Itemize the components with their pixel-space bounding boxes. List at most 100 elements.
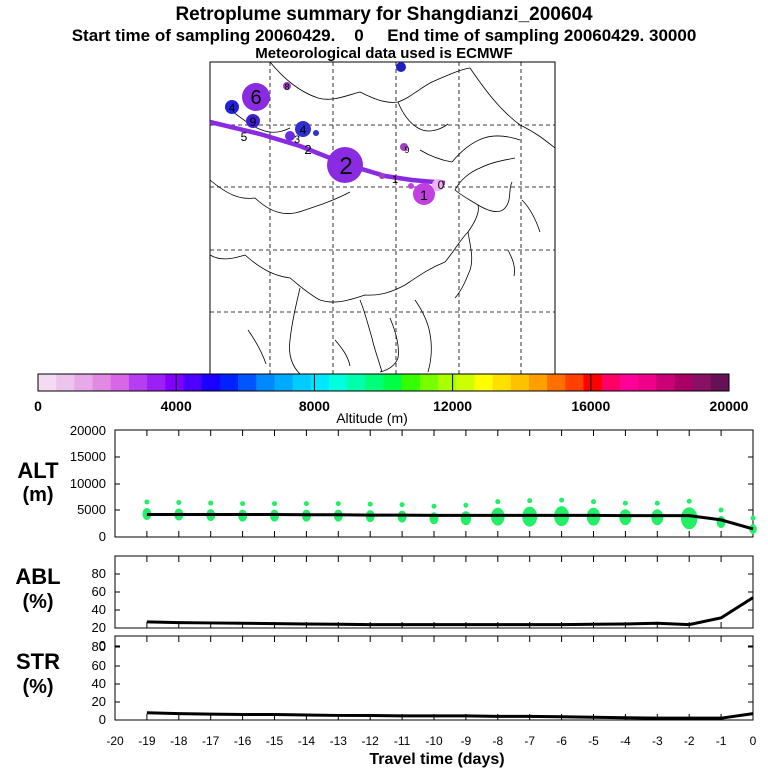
x-tick-label: -12 xyxy=(362,734,380,748)
alt-spread-blob xyxy=(335,501,341,507)
alt-spread-blob xyxy=(680,507,698,530)
x-tick-label: -4 xyxy=(620,734,631,748)
panel-frame xyxy=(114,555,754,629)
colorbar-swatch xyxy=(674,374,694,391)
plume-cluster xyxy=(400,143,408,151)
plume-cluster xyxy=(408,183,414,189)
colorbar-swatch xyxy=(147,374,166,391)
colorbar-swatch xyxy=(601,374,621,391)
str-y-ticks: 80 60 40 20 0 xyxy=(92,639,106,727)
alt-spread-blob xyxy=(622,500,628,506)
colorbar-swatch xyxy=(256,374,275,391)
abl-line xyxy=(146,596,754,627)
alt-y-ticks: 20000 15000 10000 5000 0 xyxy=(70,423,106,544)
alt-line xyxy=(146,513,754,531)
alt-spread-blob xyxy=(654,500,660,506)
x-tick-label: -15 xyxy=(266,734,284,748)
alt-spread-blob xyxy=(431,503,437,509)
alt-spread-blob xyxy=(144,499,150,505)
str-y-tick-label: 80 xyxy=(92,639,106,654)
alt-spread-blob xyxy=(303,501,309,507)
colorbar-swatch xyxy=(310,374,330,391)
abl-y-tick-label: 60 xyxy=(92,584,106,599)
plume-cluster-label: 8 xyxy=(284,82,289,92)
x-tick-label: -17 xyxy=(202,734,220,748)
alt-spread-blob xyxy=(619,509,632,526)
str-y-tick-label: 40 xyxy=(92,676,106,691)
colorbar-swatch xyxy=(492,374,512,391)
plume-cluster xyxy=(283,82,291,90)
x-tick-label: -18 xyxy=(170,734,188,748)
plume-cluster xyxy=(396,62,406,72)
colorbar-tick-label: 0 xyxy=(34,398,42,414)
colorbar-swatch xyxy=(56,374,75,391)
colorbar-swatch xyxy=(128,374,148,391)
alt-spread-blob xyxy=(272,501,277,507)
alt-spread-blob xyxy=(399,502,405,508)
colorbar-swatch xyxy=(565,374,585,391)
colorbar-swatch xyxy=(547,374,566,391)
str-panel-unit: (%) xyxy=(22,676,53,698)
str-panel-title: STR xyxy=(16,649,60,674)
plume-cluster-label: 5 xyxy=(241,130,248,144)
plume-cluster xyxy=(432,179,444,191)
colorbar-swatch xyxy=(183,374,203,391)
plume-cluster xyxy=(285,131,295,141)
time-series-panels: -20 -19 -18 -17 -16 -15 -14 -13 -12 -11 -10 -9 -8 -7-… xyxy=(106,429,757,748)
alt-spread-blob xyxy=(527,498,533,504)
colorbar-tick-label: 8000 xyxy=(299,398,330,414)
panel-frame xyxy=(114,635,754,721)
chart-title: Retroplume summary for Shangdianzi_20060… xyxy=(175,4,593,25)
plume-cluster xyxy=(413,183,435,205)
alt-spread-blob xyxy=(240,501,246,507)
colorbar-tick-label: 16000 xyxy=(571,398,610,414)
plume-cluster-label: 3 xyxy=(294,134,300,146)
abl-y-tick-label: 40 xyxy=(92,602,106,617)
colorbar-swatch xyxy=(38,374,57,391)
plume-cluster xyxy=(327,147,363,183)
plume-cluster-label: 9 xyxy=(404,145,409,155)
plume-cluster xyxy=(313,130,319,136)
colorbar-swatch xyxy=(510,374,530,391)
x-tick-label: -3 xyxy=(652,734,663,748)
x-tick-label: -5 xyxy=(588,734,599,748)
x-axis-label: Travel time (days) xyxy=(369,751,504,768)
alt-spread-blob xyxy=(651,509,664,526)
alt-spread-blob xyxy=(591,499,596,505)
colorbar-swatch xyxy=(201,374,221,391)
alt-panel-unit: (m) xyxy=(22,484,53,506)
alt-panel-title: ALT xyxy=(17,458,59,483)
plume-cluster xyxy=(246,114,260,128)
colorbar-tick-label: 12000 xyxy=(433,398,472,414)
plume-cluster-label: 9 xyxy=(250,115,257,129)
plume-cluster-label: 6 xyxy=(250,87,261,109)
x-tick-label: -13 xyxy=(330,734,348,748)
colorbar-swatch xyxy=(401,374,421,391)
colorbar-swatch xyxy=(274,374,294,391)
x-tick-label: -1 xyxy=(716,734,727,748)
alt-spread-blob xyxy=(495,499,501,505)
colorbar-swatch xyxy=(328,374,348,391)
alt-y-tick-label: 10000 xyxy=(70,476,106,491)
colorbar-swatch xyxy=(92,374,112,391)
x-tick-label: -10 xyxy=(425,734,443,748)
alt-spread-blob xyxy=(559,497,565,503)
colorbar-swatch xyxy=(710,374,730,391)
x-tick-label: -2 xyxy=(684,734,695,748)
colorbar-swatch xyxy=(456,374,475,391)
alt-spread-blob xyxy=(463,502,469,508)
abl-y-tick-label: 20 xyxy=(92,620,106,635)
plume-cluster-label: 0 xyxy=(438,178,445,192)
colorbar-swatch xyxy=(383,374,403,391)
x-tick-label: -19 xyxy=(138,734,156,748)
alt-spread-blob xyxy=(176,500,182,506)
x-tick-label: -8 xyxy=(492,734,503,748)
alt-y-tick-label: 15000 xyxy=(70,449,106,464)
x-tick-label: -20 xyxy=(106,734,124,748)
colorbar-label: Altitude (m) xyxy=(336,410,408,426)
plume-cluster xyxy=(295,121,311,137)
colorbar-swatch xyxy=(419,374,439,391)
str-line xyxy=(146,711,754,720)
colorbar-swatch xyxy=(619,374,639,391)
